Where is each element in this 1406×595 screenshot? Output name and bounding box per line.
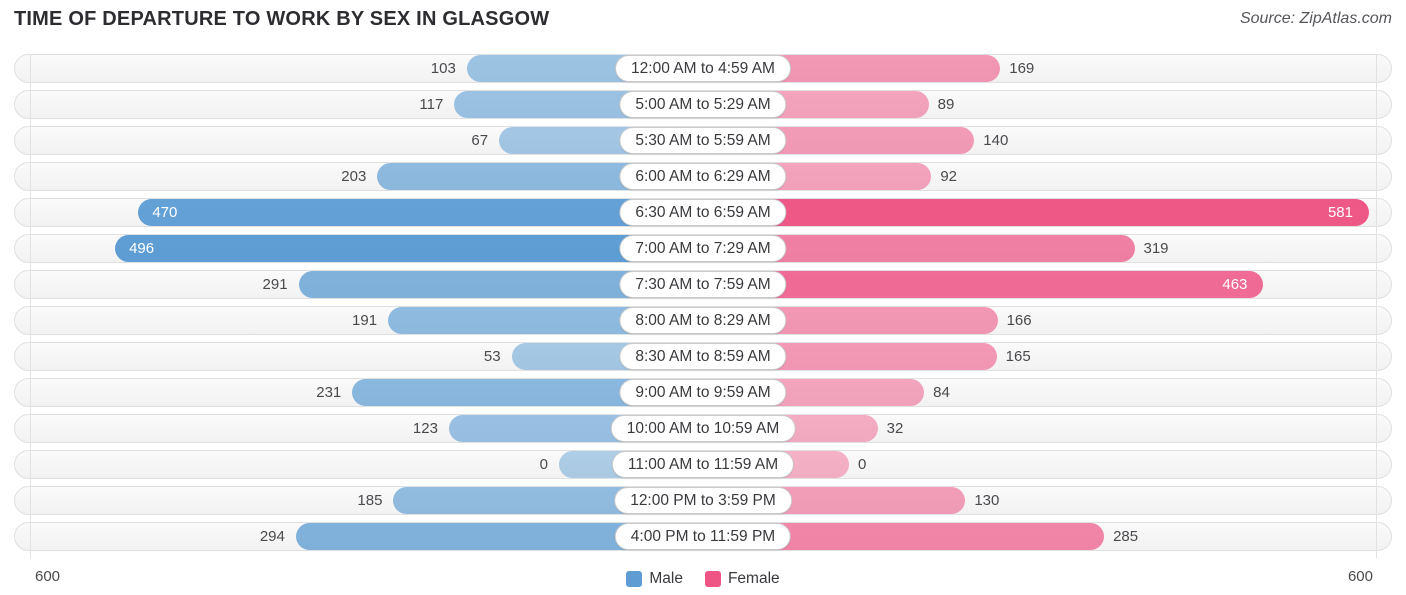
category-label: 6:30 AM to 6:59 AM <box>619 199 787 226</box>
female-value-label: 84 <box>933 384 950 401</box>
male-legend-swatch <box>626 571 643 587</box>
male-value-label: 231 <box>316 384 342 401</box>
category-label: 12:00 PM to 3:59 PM <box>614 487 792 514</box>
right-axis-gridline <box>1376 54 1377 558</box>
male-value-label: 291 <box>262 276 288 293</box>
category-label: 7:00 AM to 7:29 AM <box>619 235 787 262</box>
category-label: 11:00 AM to 11:59 AM <box>611 451 795 478</box>
chart-legend: Male Female <box>0 570 1406 588</box>
chart-row: 470 581 6:30 AM to 6:59 AM <box>14 198 1392 227</box>
female-value-label: 32 <box>886 420 904 437</box>
category-label: 7:30 AM to 7:59 AM <box>619 271 787 298</box>
female-value-label: 169 <box>1009 60 1035 77</box>
female-bar <box>704 199 1369 226</box>
legend-item-female: Female <box>704 570 780 588</box>
category-label: 5:30 AM to 5:59 AM <box>619 127 787 154</box>
female-value-label: 285 <box>1113 528 1139 545</box>
chart-row: 231 84 9:00 AM to 9:59 AM <box>14 378 1392 407</box>
chart-row: 185 130 12:00 PM to 3:59 PM <box>14 486 1392 515</box>
male-value-label: 103 <box>430 60 456 77</box>
category-label: 6:00 AM to 6:29 AM <box>619 163 787 190</box>
category-label: 9:00 AM to 9:59 AM <box>619 379 787 406</box>
female-value-label: 92 <box>940 168 958 185</box>
chart-row: 191 166 8:00 AM to 8:29 AM <box>14 306 1392 335</box>
female-legend-label: Female <box>727 570 780 587</box>
chart-row: 117 89 5:00 AM to 5:29 AM <box>14 90 1392 119</box>
male-bar <box>138 199 704 226</box>
male-value-label: 203 <box>341 168 367 185</box>
male-value-label: 67 <box>471 132 489 149</box>
chart-plot-area: 103 169 12:00 AM to 4:59 AM 117 89 5:00 AM to… <box>14 54 1392 558</box>
chart-row: 103 169 12:00 AM to 4:59 AM <box>14 54 1392 83</box>
male-value-label: 185 <box>357 492 383 509</box>
chart-row: 67 140 5:30 AM to 5:59 AM <box>14 126 1392 155</box>
female-value-label: 89 <box>937 96 955 113</box>
x-axis-max-right: 600 <box>1347 568 1373 585</box>
category-label: 10:00 AM to 10:59 AM <box>610 415 796 442</box>
category-label: 4:00 PM to 11:59 PM <box>614 523 792 550</box>
left-axis-gridline <box>30 54 31 558</box>
female-value-label: 130 <box>974 492 1000 509</box>
category-label: 12:00 AM to 4:59 AM <box>615 55 791 82</box>
male-value-label: 117 <box>419 96 444 113</box>
male-legend-label: Male <box>649 570 683 587</box>
chart-row: 53 165 8:30 AM to 8:59 AM <box>14 342 1392 371</box>
category-label: 5:00 AM to 5:29 AM <box>619 91 787 118</box>
male-value-label: 123 <box>412 420 438 437</box>
female-value-label: 165 <box>1005 348 1031 365</box>
chart-row: 0 0 11:00 AM to 11:59 AM <box>14 450 1392 479</box>
male-value-label: 470 <box>152 204 178 221</box>
male-value-label: 294 <box>259 528 285 545</box>
male-value-label: 53 <box>483 348 501 365</box>
legend-item-male: Male <box>626 570 683 588</box>
chart-row: 294 285 4:00 PM to 11:59 PM <box>14 522 1392 551</box>
chart-row: 123 32 10:00 AM to 10:59 AM <box>14 414 1392 443</box>
female-legend-swatch <box>704 571 721 587</box>
female-value-label: 0 <box>858 456 867 473</box>
chart-row: 203 92 6:00 AM to 6:29 AM <box>14 162 1392 191</box>
female-value-label: 140 <box>983 132 1009 149</box>
female-value-label: 581 <box>1327 204 1353 221</box>
chart-row: 496 319 7:00 AM to 7:29 AM <box>14 234 1392 263</box>
female-value-label: 463 <box>1222 276 1248 293</box>
male-value-label: 496 <box>129 240 155 257</box>
male-bar <box>115 235 704 262</box>
male-value-label: 0 <box>539 456 548 473</box>
category-label: 8:30 AM to 8:59 AM <box>619 343 787 370</box>
female-value-label: 166 <box>1006 312 1032 329</box>
female-value-label: 319 <box>1143 240 1169 257</box>
category-label: 8:00 AM to 8:29 AM <box>619 307 787 334</box>
chart-row: 291 463 7:30 AM to 7:59 AM <box>14 270 1392 299</box>
chart-title: TIME OF DEPARTURE TO WORK BY SEX IN GLAS… <box>14 8 550 30</box>
female-bar <box>704 271 1264 298</box>
male-value-label: 191 <box>352 312 378 329</box>
x-axis-max-left: 600 <box>35 568 61 585</box>
source-attribution: Source: ZipAtlas.com <box>1239 10 1392 27</box>
chart-header: TIME OF DEPARTURE TO WORK BY SEX IN GLAS… <box>14 8 1392 31</box>
